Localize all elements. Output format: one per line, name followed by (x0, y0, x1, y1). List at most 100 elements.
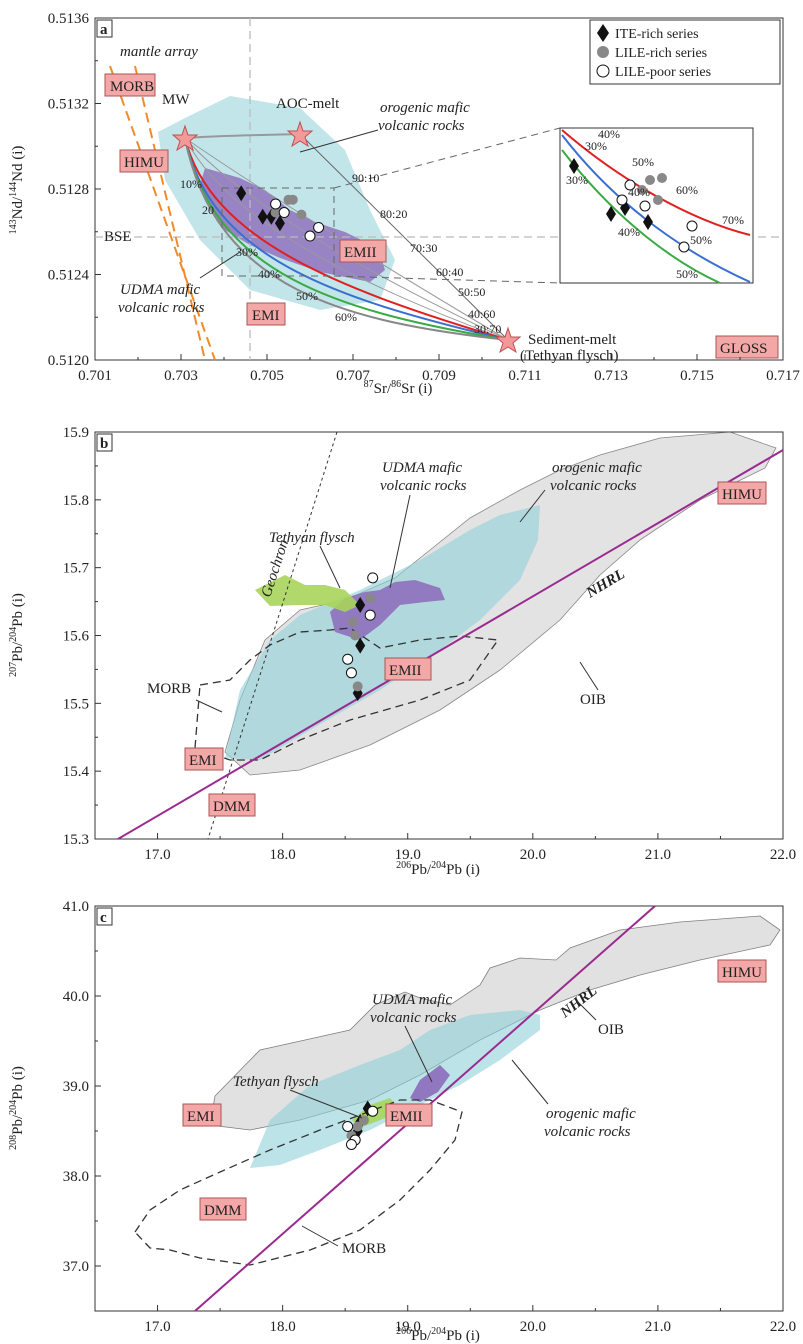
label-udma-c1: UDMA mafic (372, 992, 452, 1008)
ytick-label: 39.0 (63, 1079, 89, 1095)
ytick-label: 40.0 (63, 989, 89, 1005)
label-emii-c: EMII (390, 1109, 423, 1125)
point-lile-poor (313, 221, 325, 233)
inset-source-box (221, 187, 335, 277)
inset-label-4: 40% (628, 185, 650, 199)
label-oib-c: OIB (598, 1022, 624, 1038)
badge-emi-a (246, 302, 286, 326)
panel-b-letter-box (96, 433, 113, 452)
ytick-label: 41.0 (63, 899, 89, 915)
inset-lile-poor-2 (616, 194, 628, 206)
legend-ite-label: ITE-rich series (615, 27, 699, 42)
mantle-array-2 (109, 65, 216, 361)
inset-lile-rich-2 (657, 173, 667, 183)
ytick-label: 15.5 (63, 696, 89, 712)
inset-green (561, 149, 721, 284)
xtick-label: 19.0 (395, 1319, 421, 1335)
xtick-label: 18.0 (270, 847, 296, 863)
badge-emii-c (385, 1103, 433, 1127)
badge-emi-c (182, 1103, 222, 1127)
inset-blue (561, 134, 751, 283)
label-tethyan-c: Tethyan flysch (233, 1074, 319, 1090)
morb-field-c (134, 1099, 463, 1266)
inset-label-0: 40% (598, 127, 620, 141)
badge-gloss (715, 335, 779, 359)
curve-label-2: 30% (236, 245, 258, 259)
leader-orogenic-b (519, 489, 546, 523)
ylabel-a: 143Nd/144Nd (i) (8, 146, 26, 235)
points-c (342, 1100, 379, 1150)
xtick-label: 0.711 (508, 368, 541, 384)
ytick-label: 15.9 (63, 425, 89, 441)
xtick-label: 20.0 (520, 1319, 546, 1335)
panel-b: b UDMA mafic volcanic rocks orogenic maf… (8, 425, 796, 878)
ytick-label: 15.7 (63, 561, 90, 577)
inset-ite-4 (643, 214, 653, 230)
aoc-star (286, 120, 314, 148)
label-emii-a: EMII (344, 245, 377, 261)
label-emi-b: EMI (189, 753, 217, 769)
curve-aoc (184, 133, 301, 139)
inset-label-5: 60% (676, 183, 698, 197)
panel-c-letter: c (100, 910, 107, 926)
inset-label-6: 40% (618, 225, 640, 239)
inset-ite-2 (606, 206, 616, 222)
leader-morb-b (195, 699, 223, 713)
xtick-label: 17.0 (144, 1319, 170, 1335)
badge-himu-b (717, 481, 767, 505)
label-udma-b2: volcanic rocks (380, 478, 467, 494)
axes-b: 17.0 18.0 19.0 20.0 21.0 22.0 15.3 15.4 15.5 15.6… (63, 425, 796, 863)
badge-emii-b (384, 657, 432, 681)
label-sediment-1: Sediment-melt (528, 332, 617, 348)
point-lile-rich (365, 593, 376, 604)
mix-ratio-2: 70:30 (410, 241, 437, 255)
point-lile-rich (352, 1121, 363, 1132)
points-a (236, 185, 325, 242)
label-himu-a: HIMU (124, 155, 164, 171)
badge-dmm-b (208, 793, 256, 817)
xtick-label: 20.0 (520, 847, 546, 863)
xlabel-b: 206Pb/204Pb (i) (396, 860, 480, 878)
inset-label-7: 70% (722, 213, 744, 227)
label-morb-c: MORB (342, 1241, 386, 1257)
xtick-label: 21.0 (645, 1319, 671, 1335)
point-lile-poor (304, 230, 316, 242)
ytick-label: 0.5136 (48, 11, 90, 27)
point-lile-poor (342, 1121, 354, 1132)
ylabel-b: 207Pb/204Pb (i) (8, 593, 26, 677)
leader-orogenic-c (511, 1059, 549, 1105)
point-lile-poor (345, 667, 357, 679)
legend-lile-poor-label: LILE-poor series (615, 65, 711, 80)
udma-field-a (200, 168, 385, 282)
panel-c-frame (94, 905, 784, 1312)
point-lile-rich (296, 209, 307, 220)
inset-label-8: 50% (690, 233, 712, 247)
leader-orogenic-a (299, 129, 379, 153)
point-lile-poor (364, 609, 376, 621)
point-lile-poor (342, 653, 354, 665)
label-morb-b: MORB (147, 681, 191, 697)
label-oib-b: OIB (580, 692, 606, 708)
ytick-label: 0.5128 (48, 182, 89, 198)
ytick-label: 15.6 (63, 629, 90, 645)
ytick-label: 0.5132 (48, 97, 89, 113)
label-orogenic-a2: volcanic rocks (378, 118, 465, 134)
xtick-label: 22.0 (770, 1319, 796, 1335)
xtick-label: 0.715 (680, 368, 714, 384)
legend-lile-poor-marker (596, 64, 610, 78)
mix-ratio-3: 60:40 (436, 265, 463, 279)
leader-oib-b (579, 661, 599, 691)
label-emi-c: EMI (187, 1109, 215, 1125)
inset-lile-rich-1 (645, 175, 655, 185)
axes-c: 17.0 18.0 19.0 20.0 21.0 22.0 37.0 38.0 39.0 40.0… (63, 899, 796, 1335)
label-orogenic-b1: orogenic mafic (552, 460, 642, 476)
mantle-array-1 (134, 65, 206, 361)
orogenic-field-b (225, 505, 540, 760)
xtick-label: 18.0 (270, 1319, 296, 1335)
label-udma-a2: volcanic rocks (118, 300, 205, 316)
curve-label-1: 20 (202, 203, 214, 217)
label-sediment-2: (Tethyan flysch) (520, 348, 619, 364)
point-lile-poor (345, 1139, 357, 1150)
xtick-label: 17.0 (144, 847, 170, 863)
